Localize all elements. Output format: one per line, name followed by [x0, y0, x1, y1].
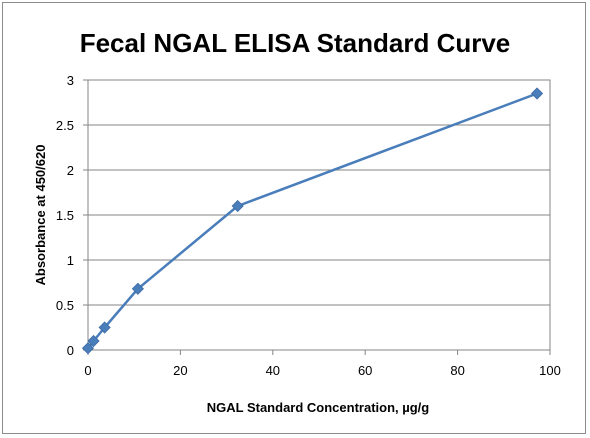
data-point-diamond [530, 87, 544, 100]
y-axis-label: Absorbance at 450/620 [33, 145, 48, 286]
data-point-diamond [81, 342, 95, 355]
y-tick-label: 1.5 [56, 208, 74, 223]
series-group [81, 87, 544, 355]
data-point-diamond [98, 321, 111, 334]
x-tick-label: 80 [450, 363, 464, 378]
x-tick-label: 60 [358, 363, 372, 378]
gridlines [88, 79, 550, 351]
x-axis-label: NGAL Standard Concentration, µg/g [207, 400, 430, 415]
y-tick-label: 2.5 [56, 118, 74, 133]
data-point-diamond [231, 199, 244, 213]
x-tick-label: 0 [84, 363, 91, 378]
chart-title: Fecal NGAL ELISA Standard Curve [80, 28, 511, 58]
y-tick-label: 0 [67, 343, 74, 358]
y-tick-label: 3 [67, 73, 74, 88]
data-point-diamond [87, 334, 100, 348]
x-axis-ticks: 0 20 40 60 80 100 [84, 350, 561, 378]
y-tick-label: 0.5 [56, 298, 74, 313]
x-tick-label: 20 [173, 363, 187, 378]
y-axis-ticks: 0 0.5 1 1.5 2 2.5 3 [56, 73, 88, 358]
x-tick-label: 40 [266, 363, 280, 378]
x-tick-label: 100 [539, 363, 561, 378]
chart-frame [2, 2, 586, 434]
series-line [87, 92, 538, 349]
data-point-diamond [131, 282, 144, 295]
y-tick-label: 1 [67, 253, 74, 268]
y-tick-label: 2 [67, 163, 74, 178]
